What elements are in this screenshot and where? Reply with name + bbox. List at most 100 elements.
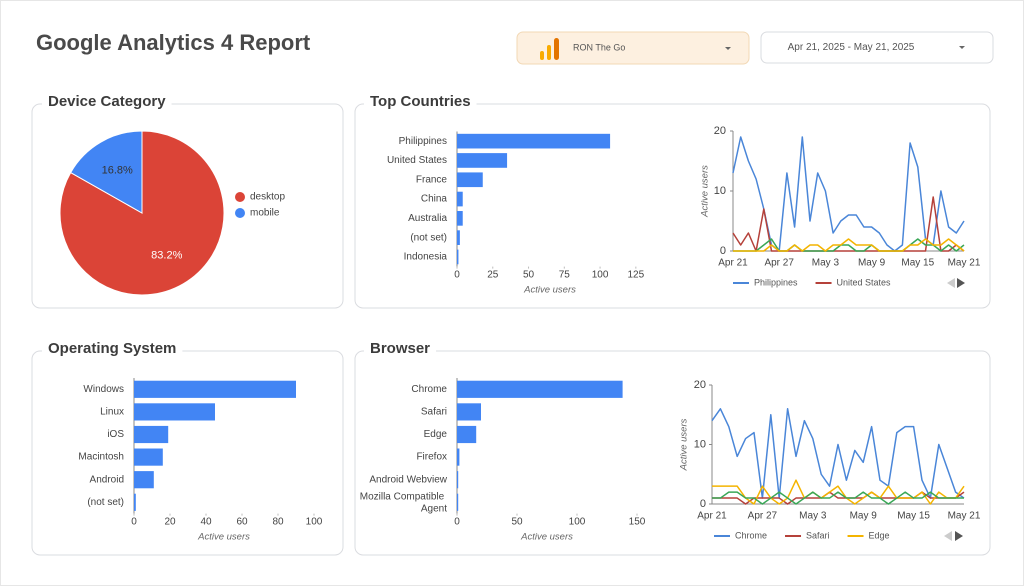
slice-label: 16.8%	[102, 164, 133, 176]
y-tick-label: (not set)	[410, 232, 447, 243]
x-tick-label: May 21	[948, 511, 981, 522]
date-range: Apr 21, 2025 - May 21, 2025	[788, 42, 915, 53]
bar	[457, 380, 623, 398]
x-tick-label: 80	[272, 517, 284, 528]
x-tick-label: 25	[487, 270, 499, 281]
legend-next[interactable]	[955, 531, 963, 541]
legend-label: Safari	[806, 530, 830, 540]
bar	[457, 493, 459, 511]
legend-label: United States	[837, 277, 892, 287]
bar	[457, 471, 459, 489]
bar	[457, 425, 477, 444]
y-tick-label: Edge	[424, 429, 448, 440]
legend-label: Edge	[869, 530, 890, 540]
bar	[457, 133, 611, 149]
x-tick-label: 100	[592, 270, 609, 281]
x-tick-label: 0	[454, 270, 460, 281]
line-series	[733, 238, 965, 252]
line-series	[712, 479, 965, 505]
panel	[31, 350, 344, 556]
property-selector[interactable]: RON The Go	[516, 31, 750, 65]
y-tick-label: Android Webview	[369, 474, 447, 485]
pie-slice	[69, 130, 143, 214]
slice-label: 83.2%	[151, 249, 182, 261]
x-tick-label: May 15	[897, 511, 930, 522]
panel-title-bg	[42, 92, 172, 112]
y-tick-label: United States	[387, 155, 447, 166]
x-tick-label: 0	[454, 517, 460, 528]
ga-icon-bar	[554, 38, 559, 60]
line-series	[733, 238, 965, 252]
x-tick-label: May 21	[948, 258, 981, 269]
x-tick-label: Apr 21	[697, 511, 727, 522]
y-tick-label: 20	[694, 379, 706, 391]
y-tick-label: Safari	[421, 407, 447, 418]
panel-title: Device Category	[48, 93, 166, 110]
legend-label: Chrome	[735, 530, 767, 540]
line-series	[732, 196, 965, 252]
panel-title-bg	[364, 92, 477, 112]
legend-next[interactable]	[957, 278, 965, 288]
bar	[457, 403, 481, 421]
y-tick-label: Indonesia	[404, 252, 448, 263]
x-tick-label: 20	[164, 517, 176, 528]
ga-icon-bar	[540, 51, 544, 60]
x-tick-label: May 9	[850, 511, 878, 522]
bar	[134, 448, 163, 466]
y-tick-label: Firefox	[416, 452, 447, 463]
y-tick-label: 10	[694, 438, 706, 450]
x-tick-label: 40	[200, 517, 212, 528]
legend-swatch	[235, 208, 245, 218]
y-tick-label: 10	[714, 185, 726, 197]
x-tick-label: 100	[569, 517, 586, 528]
bar	[457, 230, 460, 245]
legend-prev[interactable]	[944, 531, 952, 541]
x-tick-label: May 15	[901, 258, 934, 269]
y-tick-label: China	[421, 194, 448, 205]
y-tick-label: Mozilla Compatible Agent	[360, 491, 447, 514]
y-tick-label: France	[416, 174, 448, 185]
date-box[interactable]	[760, 31, 994, 64]
y-tick-label: 0	[700, 498, 706, 510]
panel-title: Operating System	[48, 340, 176, 357]
legend-label: Philippines	[754, 277, 798, 287]
bar	[134, 493, 136, 511]
panel-title: Browser	[370, 340, 430, 357]
bar	[457, 172, 483, 188]
x-axis-title: Active users	[197, 532, 250, 543]
bar	[457, 249, 459, 265]
bar	[457, 153, 508, 168]
x-tick-label: 150	[629, 517, 646, 528]
x-tick-label: May 3	[799, 511, 827, 522]
y-axis-title: Active users	[679, 418, 690, 471]
legend-prev[interactable]	[947, 278, 955, 288]
y-axis-title: Active users	[700, 165, 711, 218]
y-tick-label: Philippines	[399, 136, 447, 147]
bar	[134, 425, 169, 444]
x-axis-title: Active users	[520, 532, 573, 543]
bar	[457, 448, 460, 466]
dropdown-caret	[725, 47, 731, 50]
legend-label: mobile	[250, 208, 280, 219]
bar	[457, 191, 463, 207]
bar	[134, 471, 154, 489]
panel	[354, 103, 991, 309]
x-tick-label: 60	[236, 517, 248, 528]
x-tick-label: Apr 21	[718, 258, 748, 269]
y-tick-label: Windows	[83, 384, 124, 395]
property-name: RON The Go	[573, 42, 625, 52]
x-tick-label: 125	[628, 270, 645, 281]
x-tick-label: Apr 27	[748, 511, 778, 522]
line-series	[711, 408, 965, 499]
date-selector[interactable]: Apr 21, 2025 - May 21, 2025	[760, 31, 994, 64]
property-box[interactable]	[516, 31, 750, 65]
line-series	[712, 491, 964, 505]
panel-title-bg	[364, 339, 437, 359]
y-tick-label: Macintosh	[78, 452, 124, 463]
x-tick-label: 50	[511, 517, 523, 528]
y-tick-label: Chrome	[411, 384, 447, 395]
bar	[134, 380, 296, 398]
y-tick-label: iOS	[107, 429, 124, 440]
y-tick-label: 0	[720, 245, 726, 257]
report-title: Google Analytics 4 Report	[36, 30, 311, 55]
